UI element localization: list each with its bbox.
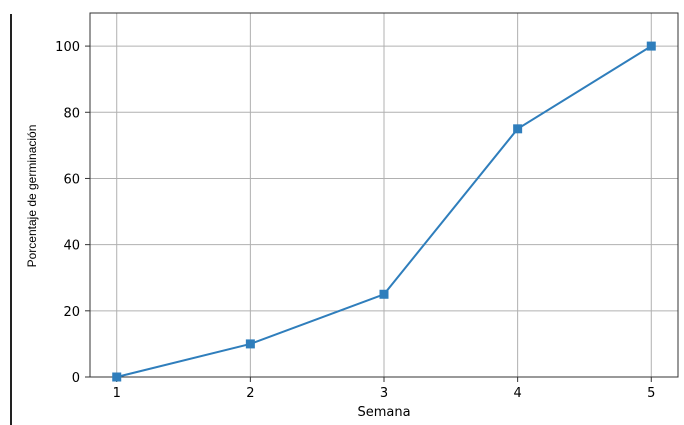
grid xyxy=(90,13,678,378)
data-point-week-1 xyxy=(112,372,122,382)
data-point-week-3 xyxy=(379,289,389,299)
y-tick-label-60: 60 xyxy=(63,172,80,187)
y-tick-label-100: 100 xyxy=(55,40,80,55)
y-axis: 0 20 40 60 80 100 xyxy=(55,40,90,386)
x-axis: 1 2 3 4 5 xyxy=(113,377,655,401)
x-axis-label: Semana xyxy=(357,405,410,420)
x-tick-label-1: 1 xyxy=(113,386,121,401)
x-tick-label-5: 5 xyxy=(647,386,655,401)
data-point-week-4 xyxy=(513,124,523,134)
y-tick-label-80: 80 xyxy=(63,106,80,121)
y-axis-label: Porcentaje de germinación xyxy=(25,125,39,268)
y-tick-label-20: 20 xyxy=(63,305,80,320)
x-tick-label-4: 4 xyxy=(513,386,521,401)
x-tick-label-3: 3 xyxy=(380,386,388,401)
series-group xyxy=(112,41,656,382)
data-point-week-2 xyxy=(245,339,255,349)
x-tick-label-2: 2 xyxy=(246,386,254,401)
data-point-week-5 xyxy=(646,41,656,51)
y-tick-label-0: 0 xyxy=(72,371,80,386)
y-tick-label-40: 40 xyxy=(63,239,80,254)
